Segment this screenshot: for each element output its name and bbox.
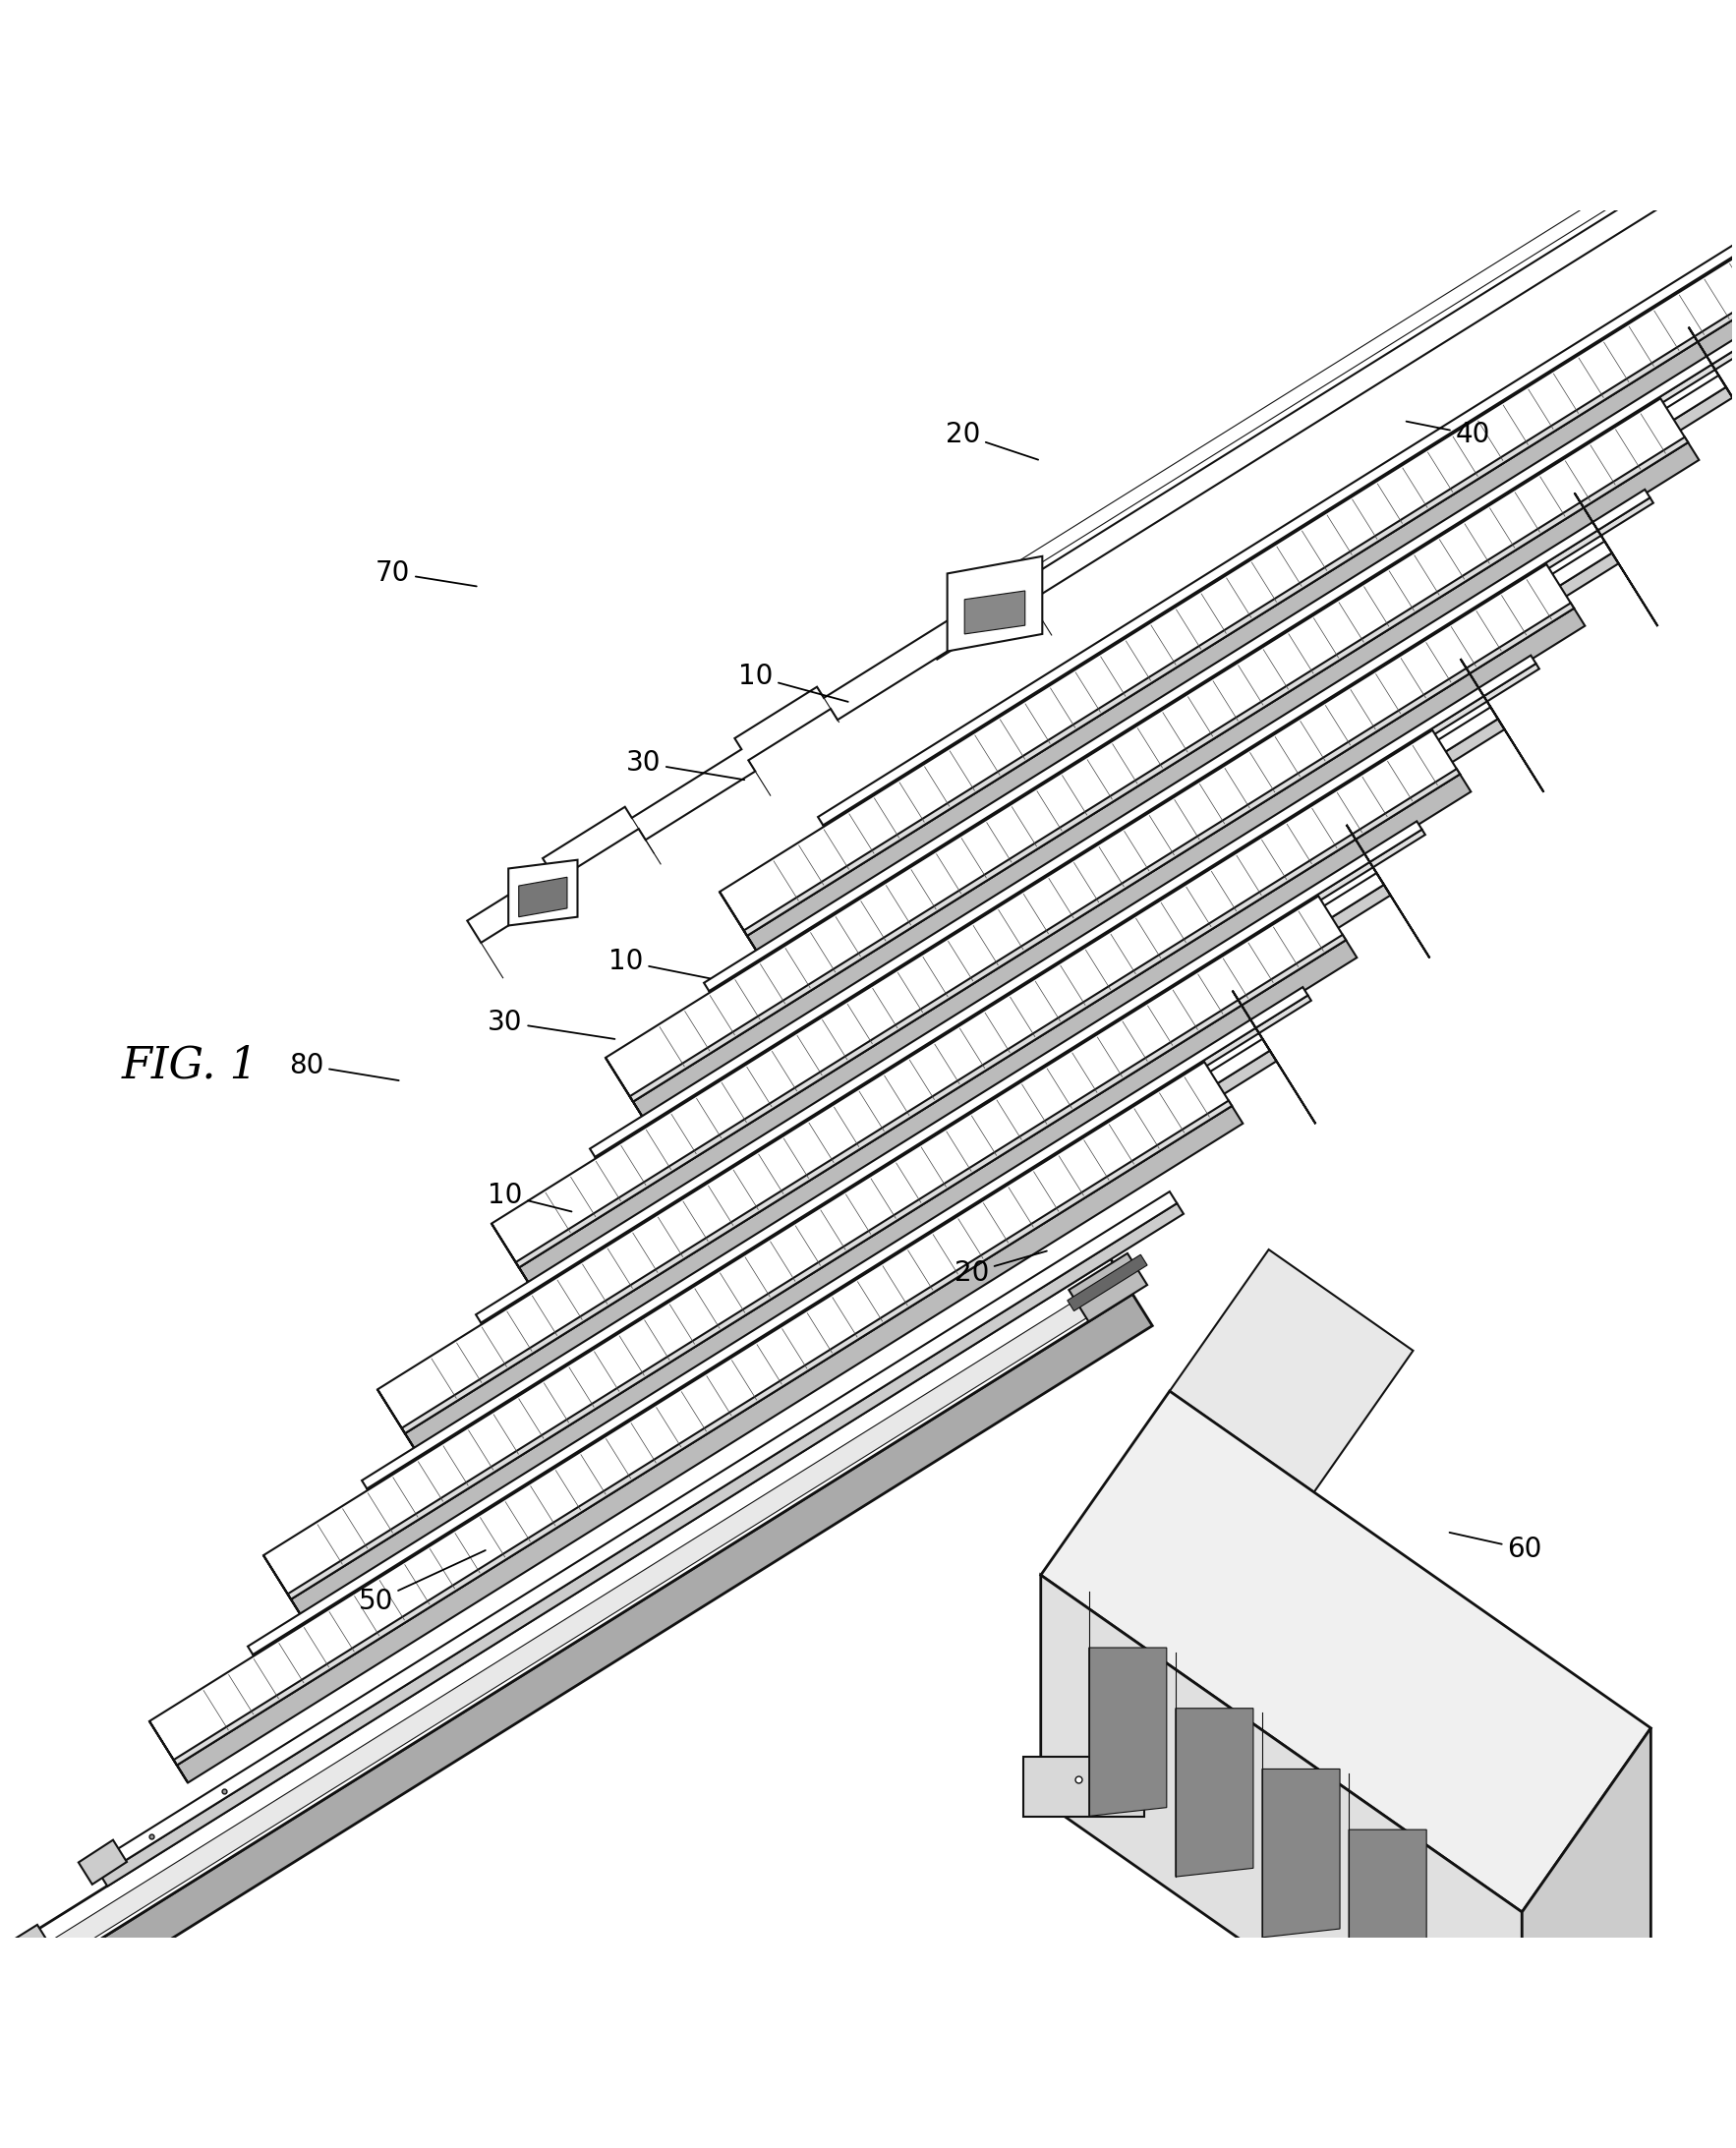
Polygon shape bbox=[509, 859, 578, 926]
Polygon shape bbox=[743, 271, 1736, 937]
Polygon shape bbox=[634, 442, 1700, 1119]
Polygon shape bbox=[595, 498, 1653, 1162]
Polygon shape bbox=[149, 1061, 1233, 1766]
Text: 20: 20 bbox=[955, 1250, 1047, 1287]
Polygon shape bbox=[264, 1555, 302, 1617]
Polygon shape bbox=[965, 591, 1024, 634]
Polygon shape bbox=[1575, 492, 1658, 627]
Polygon shape bbox=[1262, 1770, 1340, 1937]
Polygon shape bbox=[519, 608, 1585, 1285]
Polygon shape bbox=[177, 1106, 1243, 1783]
Polygon shape bbox=[1024, 1757, 1144, 1817]
Polygon shape bbox=[174, 1100, 1233, 1766]
Polygon shape bbox=[519, 876, 568, 917]
Text: 70: 70 bbox=[375, 558, 477, 586]
Polygon shape bbox=[720, 891, 759, 954]
Polygon shape bbox=[366, 829, 1425, 1495]
Polygon shape bbox=[778, 211, 1736, 881]
Polygon shape bbox=[672, 387, 1733, 1057]
Polygon shape bbox=[404, 773, 1470, 1452]
Polygon shape bbox=[377, 1390, 417, 1452]
Polygon shape bbox=[377, 730, 1460, 1433]
Polygon shape bbox=[746, 277, 1736, 954]
Polygon shape bbox=[1175, 1708, 1253, 1877]
Polygon shape bbox=[215, 1050, 1276, 1721]
Polygon shape bbox=[1689, 326, 1736, 460]
Text: FIG. 1: FIG. 1 bbox=[122, 1044, 259, 1087]
Polygon shape bbox=[476, 655, 1536, 1323]
Text: 10: 10 bbox=[488, 1181, 571, 1211]
Polygon shape bbox=[663, 376, 1726, 1046]
Polygon shape bbox=[481, 664, 1540, 1327]
Polygon shape bbox=[557, 552, 1618, 1222]
Text: 40: 40 bbox=[1406, 421, 1489, 449]
Polygon shape bbox=[516, 604, 1575, 1267]
Polygon shape bbox=[321, 872, 1384, 1544]
Polygon shape bbox=[248, 988, 1307, 1654]
Polygon shape bbox=[1068, 1254, 1147, 1310]
Polygon shape bbox=[1088, 1648, 1167, 1817]
Text: 10: 10 bbox=[609, 947, 710, 979]
Polygon shape bbox=[1042, 1574, 1522, 2137]
Polygon shape bbox=[443, 720, 1505, 1388]
Polygon shape bbox=[1460, 659, 1543, 793]
Polygon shape bbox=[149, 1721, 187, 1783]
Polygon shape bbox=[703, 324, 1736, 990]
Polygon shape bbox=[0, 1925, 61, 2013]
Polygon shape bbox=[948, 556, 1042, 651]
Polygon shape bbox=[606, 397, 1687, 1102]
Polygon shape bbox=[292, 941, 1358, 1617]
Polygon shape bbox=[590, 490, 1649, 1158]
Polygon shape bbox=[264, 896, 1345, 1600]
Polygon shape bbox=[606, 1057, 644, 1119]
Polygon shape bbox=[328, 885, 1391, 1555]
Polygon shape bbox=[925, 0, 1736, 659]
Polygon shape bbox=[1347, 825, 1430, 958]
Polygon shape bbox=[1233, 990, 1316, 1123]
Text: 80: 80 bbox=[290, 1053, 399, 1080]
Polygon shape bbox=[401, 769, 1460, 1433]
Polygon shape bbox=[785, 221, 1736, 891]
Polygon shape bbox=[818, 157, 1736, 825]
Polygon shape bbox=[24, 1293, 1153, 2017]
Polygon shape bbox=[1069, 1252, 1147, 1321]
Polygon shape bbox=[94, 1192, 1177, 1875]
Text: 30: 30 bbox=[488, 1007, 615, 1040]
Text: 30: 30 bbox=[627, 750, 745, 780]
Polygon shape bbox=[78, 1841, 127, 1884]
Text: 60: 60 bbox=[1450, 1532, 1542, 1564]
Polygon shape bbox=[3, 1259, 1132, 1987]
Polygon shape bbox=[361, 821, 1422, 1489]
Polygon shape bbox=[1170, 1250, 1413, 1493]
Polygon shape bbox=[708, 331, 1736, 997]
Polygon shape bbox=[208, 1040, 1269, 1710]
Polygon shape bbox=[253, 995, 1311, 1660]
Polygon shape bbox=[720, 232, 1736, 937]
Polygon shape bbox=[467, 578, 1029, 943]
Polygon shape bbox=[491, 565, 1575, 1267]
Polygon shape bbox=[436, 707, 1498, 1379]
Polygon shape bbox=[550, 541, 1613, 1211]
Text: 20: 20 bbox=[946, 421, 1038, 460]
Polygon shape bbox=[823, 165, 1736, 831]
Polygon shape bbox=[101, 1203, 1184, 1886]
Polygon shape bbox=[1522, 1727, 1651, 2137]
Polygon shape bbox=[491, 1224, 529, 1285]
Polygon shape bbox=[630, 436, 1687, 1102]
Polygon shape bbox=[1042, 1392, 1651, 1912]
Polygon shape bbox=[12, 1274, 1130, 1983]
Text: 10: 10 bbox=[738, 664, 849, 702]
Polygon shape bbox=[1349, 1830, 1427, 1998]
Text: 50: 50 bbox=[358, 1551, 486, 1615]
Polygon shape bbox=[288, 934, 1345, 1600]
